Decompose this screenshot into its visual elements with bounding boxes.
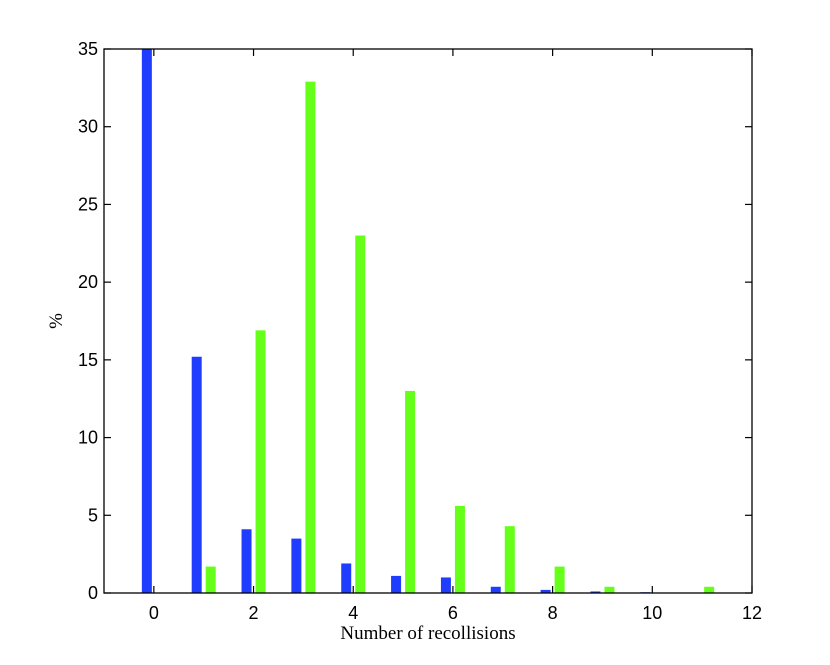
y-tick-label: 35 <box>78 39 98 59</box>
y-tick-label: 0 <box>88 583 98 603</box>
bar-series2-9 <box>604 586 615 593</box>
y-tick-label: 30 <box>78 117 98 137</box>
bar-series1-5 <box>391 575 402 593</box>
x-tick-label: 10 <box>642 603 662 623</box>
y-tick-label: 5 <box>88 505 98 525</box>
bar-series2-6 <box>454 505 465 593</box>
bars-layer <box>141 49 715 593</box>
bar-series1-8 <box>540 589 551 593</box>
plot-frame <box>103 48 753 594</box>
y-tick-label: 10 <box>78 428 98 448</box>
x-tick-label: 12 <box>742 603 762 623</box>
bar-series1-0 <box>141 49 152 593</box>
bar-series1-4 <box>341 563 352 593</box>
bar-series2-2 <box>255 330 266 593</box>
x-tick-label: 6 <box>448 603 458 623</box>
bar-series2-4 <box>355 235 366 593</box>
bar-series1-6 <box>440 577 451 593</box>
bar-series1-7 <box>490 586 501 593</box>
bar-series1-9 <box>590 591 601 593</box>
bar-series2-7 <box>504 526 515 593</box>
ticks-layer: 0 2 4 6 8 10 12 0 5 10 15 20 25 30 35 <box>78 39 762 623</box>
y-axis-label: % <box>46 313 67 329</box>
bar-series2-3 <box>305 81 316 593</box>
x-tick-label: 8 <box>548 603 558 623</box>
bar-series2-1 <box>205 566 216 593</box>
x-axis-label: Number of recollisions <box>340 623 515 644</box>
y-tick-label: 25 <box>78 194 98 214</box>
x-tick-label: 0 <box>149 603 159 623</box>
bar-series1-1 <box>191 356 202 593</box>
bar-series1-2 <box>241 529 252 593</box>
y-tick-label: 15 <box>78 350 98 370</box>
bar-series2-11 <box>704 586 715 593</box>
bar-series2-5 <box>405 390 416 593</box>
x-tick-label: 2 <box>249 603 259 623</box>
bar-series1-3 <box>291 538 302 593</box>
bar-series2-8 <box>554 566 565 593</box>
x-tick-label: 4 <box>348 603 358 623</box>
y-tick-label: 20 <box>78 272 98 292</box>
